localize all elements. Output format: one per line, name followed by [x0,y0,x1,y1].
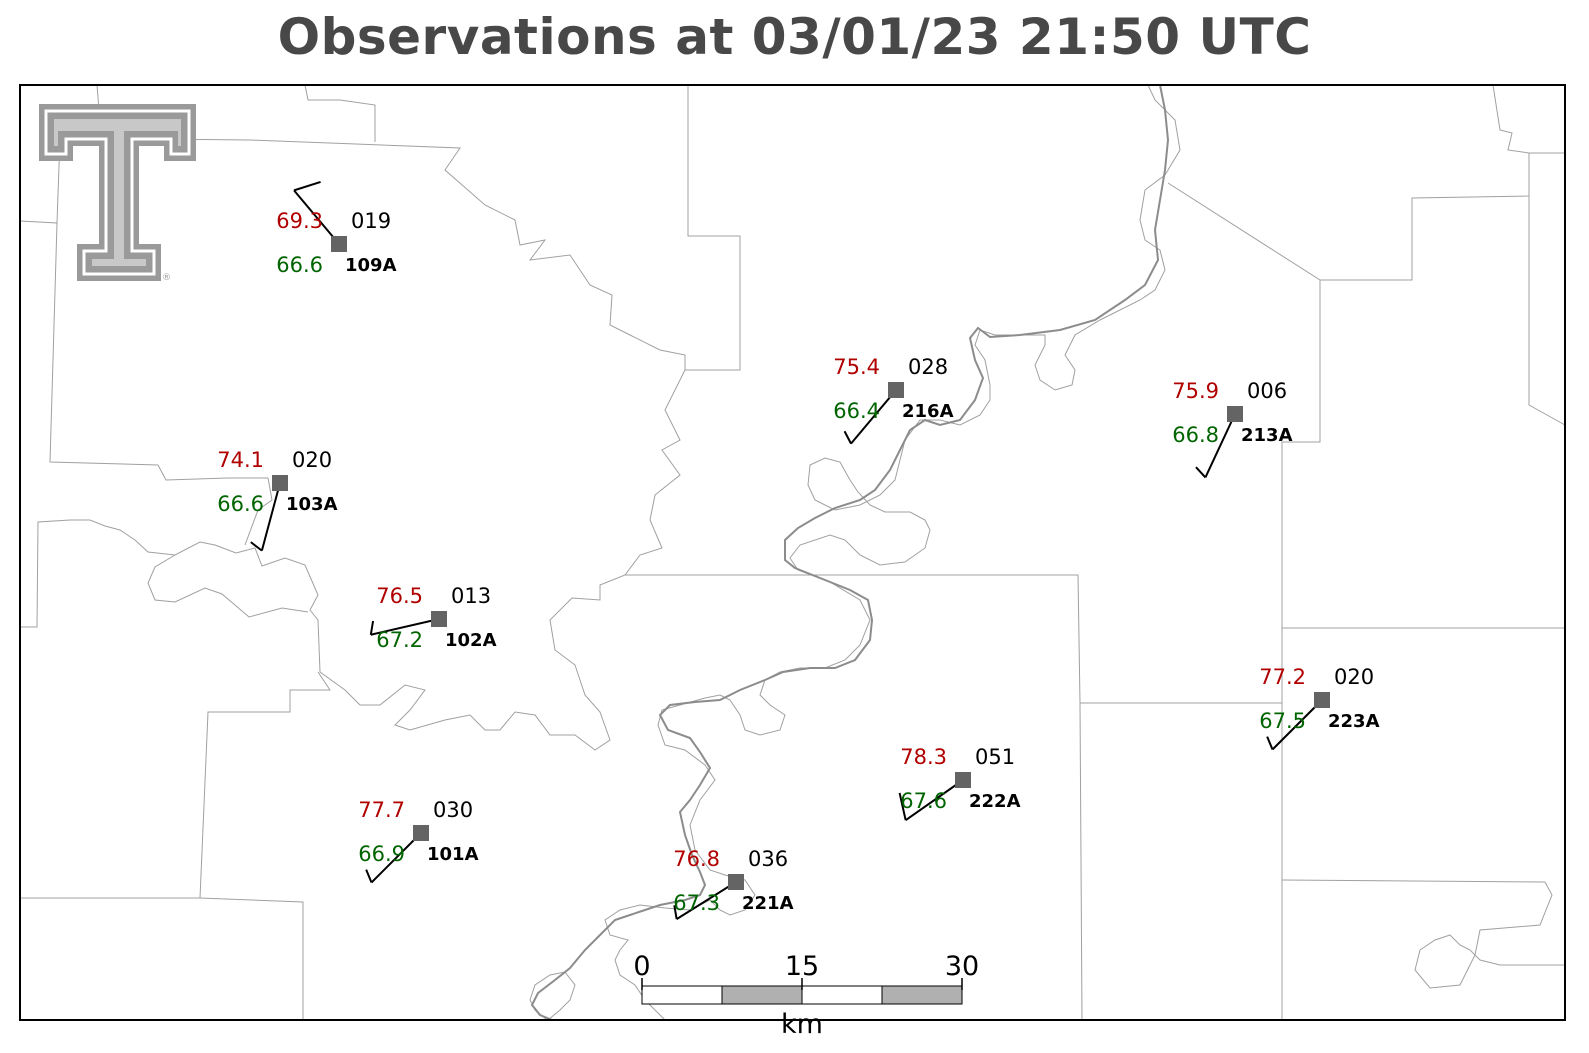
station-103A: 74.1 020 66.6 103A [217,448,338,552]
temperature-label: 76.8 [673,847,720,871]
dewpoint-label: 66.9 [358,842,405,866]
wind-barb [293,181,340,245]
scale-unit: km [781,1009,823,1040]
county-boundaries [19,84,1566,1021]
pressure-label: 013 [451,584,491,608]
station-id-label: 222A [969,791,1021,812]
station-213A: 75.9 006 66.8 213A [1172,379,1293,479]
station-id-label: 221A [742,893,794,914]
temperature-label: 78.3 [900,745,947,769]
wind-barb [365,832,422,884]
wind-barb [673,881,737,920]
station-101A: 77.7 030 66.9 101A [358,798,479,884]
stations-layer: 69.3 019 66.6 109A 74.1 020 66.6 103A 76.5 013 67.… [217,181,1380,920]
station-marker [1227,406,1243,422]
dewpoint-label: 67.5 [1259,709,1306,733]
dewpoint-label: 66.8 [1172,423,1219,447]
wind-barb [250,482,281,552]
pressure-label: 020 [292,448,332,472]
station-marker [413,825,429,841]
station-marker [431,611,447,627]
station-id-label: 223A [1328,711,1380,732]
river [530,84,1170,1021]
texas-tech-double-t-logo: ® [39,104,196,283]
station-marker [728,874,744,890]
scale-bar: 0 15 30 km [633,951,979,1040]
station-216A: 75.4 028 66.4 216A [833,355,954,445]
station-109A: 69.3 019 66.6 109A [276,181,397,277]
temperature-label: 74.1 [217,448,264,472]
pressure-label: 028 [908,355,948,379]
station-id-label: 103A [286,494,338,515]
station-221A: 76.8 036 67.3 221A [673,847,794,920]
pressure-label: 051 [975,745,1015,769]
wind-barb [1195,413,1236,479]
pressure-label: 020 [1334,665,1374,689]
wind-barb [843,389,897,445]
temperature-label: 77.2 [1259,665,1306,689]
temperature-label: 69.3 [276,209,323,233]
station-id-label: 216A [902,401,954,422]
scale-segment-3 [801,985,883,1005]
scale-segment-2 [721,985,803,1005]
pressure-label: 030 [433,798,473,822]
scale-segment-4 [881,985,963,1005]
scale-tick-30: 30 [945,951,979,982]
wind-barb [1266,699,1323,751]
temperature-label: 76.5 [376,584,423,608]
pressure-label: 019 [351,209,391,233]
pressure-label: 006 [1247,379,1287,403]
scale-tick-0: 0 [633,951,650,982]
wind-barb [369,618,440,636]
station-marker [272,475,288,491]
station-id-label: 102A [445,630,497,651]
station-223A: 77.2 020 67.5 223A [1259,665,1380,751]
station-id-label: 213A [1241,425,1293,446]
station-marker [888,382,904,398]
dewpoint-label: 66.4 [833,399,880,423]
wind-barb [898,779,964,821]
dewpoint-label: 67.2 [376,628,423,652]
dewpoint-label: 67.6 [900,789,947,813]
dewpoint-label: 66.6 [276,253,323,277]
dewpoint-label: 67.3 [673,891,720,915]
pressure-label: 036 [748,847,788,871]
temperature-label: 75.4 [833,355,880,379]
scale-tick-15: 15 [785,951,819,982]
station-id-label: 101A [427,844,479,865]
station-marker [1314,692,1330,708]
station-222A: 78.3 051 67.6 222A [898,745,1021,821]
station-marker [331,236,347,252]
scale-segment-1 [641,985,723,1005]
temperature-label: 75.9 [1172,379,1219,403]
map-title: Observations at 03/01/23 21:50 UTC [277,8,1312,66]
temperature-label: 77.7 [358,798,405,822]
station-102A: 76.5 013 67.2 102A [369,584,497,652]
map-frame [19,84,1566,1021]
svg-text:®: ® [162,273,171,283]
station-marker [955,772,971,788]
station-id-label: 109A [345,255,397,276]
dewpoint-label: 66.6 [217,492,264,516]
